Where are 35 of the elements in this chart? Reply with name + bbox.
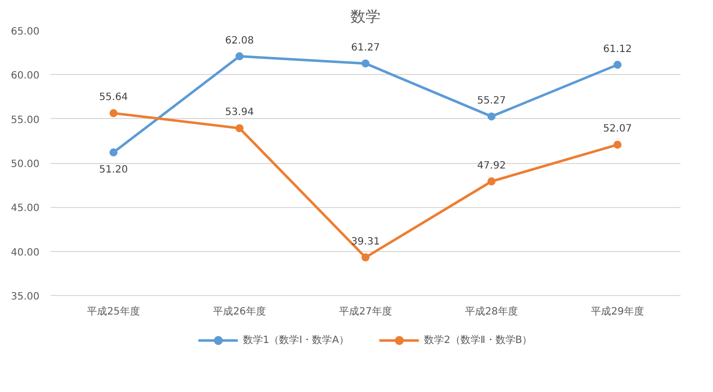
data-label: 62.08 [225,35,254,46]
legend-label: 数学1（数学Ⅰ・数学A） [242,334,349,347]
data-label: 51.20 [99,164,128,176]
point [110,109,118,118]
data-label: 39.31 [351,236,380,248]
point [488,112,496,120]
x-tick-label: 平成25年度 [87,306,140,318]
point [614,60,622,69]
y-tick-label: 40.00 [10,247,40,258]
y-tick-label: 50.00 [10,159,40,170]
point [110,148,118,156]
y-tick-label: 65.00 [10,26,40,38]
data-label: 52.07 [603,124,632,135]
chart-title: 数学 [350,8,380,26]
y-tick-label: 45.00 [10,203,40,214]
data-label: 61.27 [351,42,380,54]
y-tick-label: 35.00 [10,292,40,302]
data-label: 55.27 [477,95,506,106]
point [236,124,244,132]
point [362,253,370,262]
point [362,59,370,68]
data-label: 47.92 [477,160,506,172]
x-tick-label: 平成27年度 [339,306,392,318]
point [614,140,622,149]
x-tick-label: 平成29年度 [591,306,644,318]
x-tick-label: 平成28年度 [465,306,518,318]
point [236,52,244,60]
x-tick-label: 平成26年度 [213,306,266,318]
legend-label: 数学2（数学Ⅱ・数学B） [424,334,532,347]
point [488,177,496,186]
y-tick-label: 60.00 [10,70,40,82]
data-label: 61.12 [603,44,632,55]
y-tick-label: 55.00 [10,114,40,126]
data-label: 53.94 [225,107,254,118]
data-label: 55.64 [99,92,128,104]
